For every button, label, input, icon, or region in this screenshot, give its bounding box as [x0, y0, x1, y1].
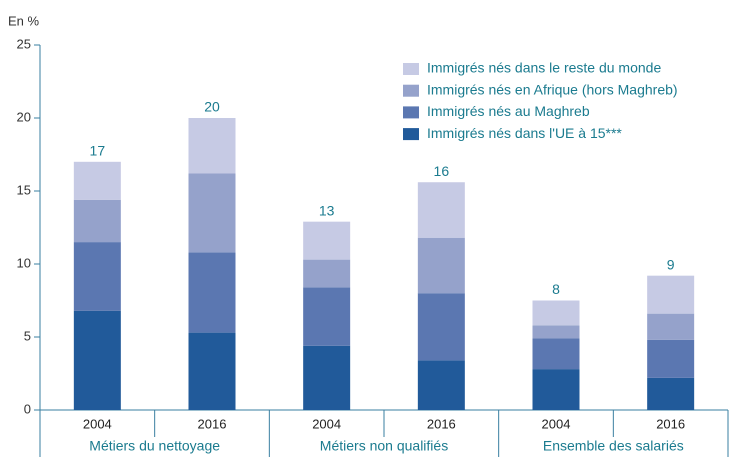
bar-segment	[532, 300, 580, 326]
total-label: 9	[667, 256, 675, 272]
bar-segment	[647, 377, 695, 410]
y-tick-label: 15	[17, 182, 31, 197]
total-label: 17	[90, 143, 106, 159]
bar-segment	[417, 293, 465, 361]
x-tick-label: 2016	[198, 416, 227, 431]
bar-segment	[303, 345, 351, 410]
bar-segment	[303, 287, 351, 346]
group-label: Ensemble des salariés	[543, 438, 684, 454]
y-tick-label: 20	[17, 109, 31, 124]
bar-segment	[647, 313, 695, 340]
bar-segment	[303, 259, 351, 288]
bar-segment	[417, 182, 465, 238]
legend-label: Immigrés nés au Maghreb	[427, 103, 590, 119]
bar-segment	[188, 252, 236, 333]
y-tick-label: 0	[24, 401, 31, 416]
y-axis-label: En %	[8, 13, 40, 28]
group-label: Métiers du nettoyage	[89, 438, 220, 454]
bar-segment	[73, 242, 121, 311]
bar-segment	[417, 237, 465, 294]
legend-label: Immigrés nés en Afrique (hors Maghreb)	[427, 81, 678, 97]
bar-segment	[532, 338, 580, 370]
bar-segment	[647, 275, 695, 314]
y-tick-label: 10	[17, 255, 31, 270]
total-label: 8	[552, 281, 560, 297]
y-tick-label: 5	[24, 328, 31, 343]
bar-segment	[188, 173, 236, 253]
legend-swatch	[403, 63, 419, 75]
bar-segment	[532, 325, 580, 339]
x-tick-label: 2004	[83, 416, 112, 431]
bar-segment	[188, 118, 236, 174]
bar-segment	[647, 339, 695, 378]
x-tick-label: 2004	[542, 416, 571, 431]
legend-swatch	[403, 84, 419, 97]
legend-label: Immigrés nés dans l'UE à 15***	[427, 125, 622, 141]
group-label: Métiers non qualifiés	[320, 438, 448, 454]
legend-label: Immigrés nés dans le reste du monde	[427, 60, 661, 76]
y-tick-label: 25	[17, 36, 31, 51]
total-label: 16	[434, 163, 450, 179]
bar-segment	[73, 310, 121, 410]
bar-segment	[73, 199, 121, 243]
bar-segment	[73, 161, 121, 200]
bar-segment	[303, 221, 351, 260]
bar-segment	[532, 369, 580, 410]
total-label: 20	[204, 99, 220, 115]
x-tick-label: 2016	[427, 416, 456, 431]
x-tick-label: 2004	[312, 416, 341, 431]
bar-segment	[417, 360, 465, 410]
total-label: 13	[319, 202, 335, 218]
legend-swatch	[403, 128, 419, 141]
x-tick-label: 2016	[656, 416, 685, 431]
bar-segment	[188, 332, 236, 410]
legend-swatch	[403, 106, 419, 119]
